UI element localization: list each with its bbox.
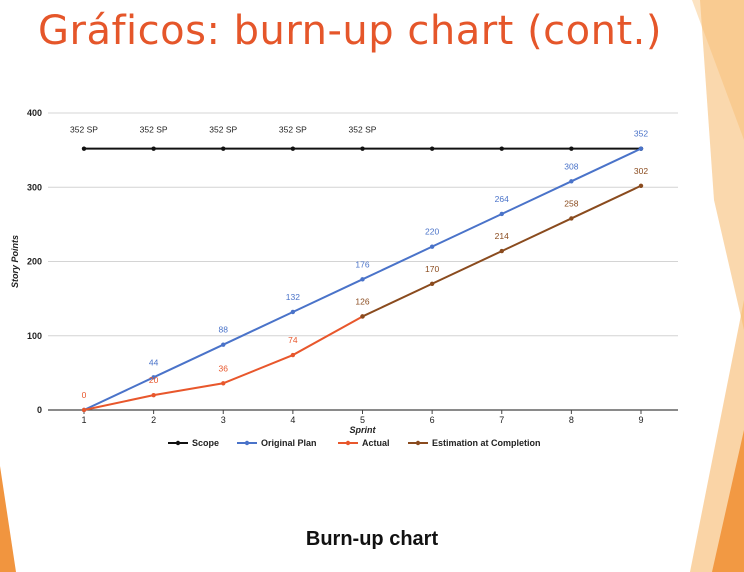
- data-label: 352: [634, 129, 648, 139]
- accent-shape-right-2: [700, 0, 744, 330]
- x-tick-label: 4: [290, 415, 295, 425]
- y-tick-label: 0: [37, 405, 42, 415]
- data-point: [151, 146, 156, 151]
- data-label: 74: [288, 335, 298, 345]
- data-point: [290, 352, 296, 358]
- y-tick-label: 100: [27, 331, 42, 341]
- y-tick-label: 200: [27, 257, 42, 267]
- data-point: [569, 179, 574, 184]
- x-tick-label: 9: [638, 415, 643, 425]
- data-point: [221, 146, 226, 151]
- x-tick-label: 1: [81, 415, 86, 425]
- legend-marker: [415, 440, 421, 446]
- data-point: [221, 381, 226, 386]
- data-point: [499, 211, 504, 217]
- slide-title: Gráficos: burn-up chart (cont.): [38, 8, 662, 54]
- data-label: 264: [495, 194, 509, 204]
- data-label: 302: [634, 166, 648, 176]
- data-point: [290, 146, 296, 151]
- data-point: [499, 146, 504, 151]
- data-point: [429, 244, 435, 249]
- data-point: [290, 309, 296, 315]
- data-label: 36: [219, 363, 229, 373]
- y-axis-title: Story Points: [10, 235, 20, 288]
- data-label: 88: [219, 325, 229, 335]
- data-label: 214: [495, 231, 509, 241]
- data-point: [429, 146, 435, 151]
- data-label: 258: [564, 198, 578, 208]
- data-point: [81, 407, 87, 413]
- data-label: 308: [564, 161, 578, 171]
- data-label: 352 SP: [70, 125, 98, 135]
- legend-marker: [244, 440, 250, 446]
- x-tick-label: 5: [360, 415, 365, 425]
- data-point: [151, 375, 156, 380]
- x-tick-label: 8: [569, 415, 574, 425]
- data-point: [499, 248, 504, 254]
- data-point: [151, 392, 156, 398]
- data-point: [569, 216, 574, 221]
- y-tick-label: 300: [27, 182, 42, 192]
- data-label: 44: [149, 357, 159, 367]
- data-label: 352 SP: [349, 125, 377, 135]
- data-point: [569, 146, 574, 151]
- chart-caption: Burn-up chart: [0, 528, 744, 551]
- data-label: 132: [286, 292, 300, 302]
- legend-marker: [345, 440, 351, 446]
- x-tick-label: 6: [430, 415, 435, 425]
- data-point: [360, 314, 365, 319]
- x-axis-title: Sprint: [350, 425, 377, 435]
- data-point: [221, 342, 226, 347]
- data-label: 126: [355, 296, 369, 306]
- data-label: 176: [355, 259, 369, 269]
- data-point: [638, 183, 644, 188]
- data-label: 0: [82, 390, 87, 400]
- data-point: [360, 277, 365, 282]
- data-point: [81, 146, 87, 151]
- data-label: 20: [149, 375, 159, 385]
- chart-caption-text: Burn-up chart: [305, 528, 439, 550]
- data-label: 352 SP: [279, 125, 307, 135]
- data-label: 352 SP: [209, 125, 237, 135]
- legend-label: Original Plan: [261, 438, 317, 448]
- x-tick-label: 3: [221, 415, 226, 425]
- legend-label: Actual: [362, 438, 390, 448]
- legend-label: Estimation at Completion: [432, 438, 541, 448]
- accent-shape-left: [0, 466, 16, 572]
- y-tick-label: 400: [27, 108, 42, 118]
- legend-marker: [175, 440, 181, 446]
- data-label: 220: [425, 227, 439, 237]
- accent-shape-right-4: [712, 430, 744, 572]
- x-tick-label: 2: [151, 415, 156, 425]
- data-label: 352 SP: [140, 125, 168, 135]
- data-point: [638, 146, 644, 151]
- legend-label: Scope: [192, 438, 219, 448]
- data-point: [360, 146, 365, 151]
- data-label: 170: [425, 264, 439, 274]
- data-point: [429, 281, 435, 286]
- x-tick-label: 7: [499, 415, 504, 425]
